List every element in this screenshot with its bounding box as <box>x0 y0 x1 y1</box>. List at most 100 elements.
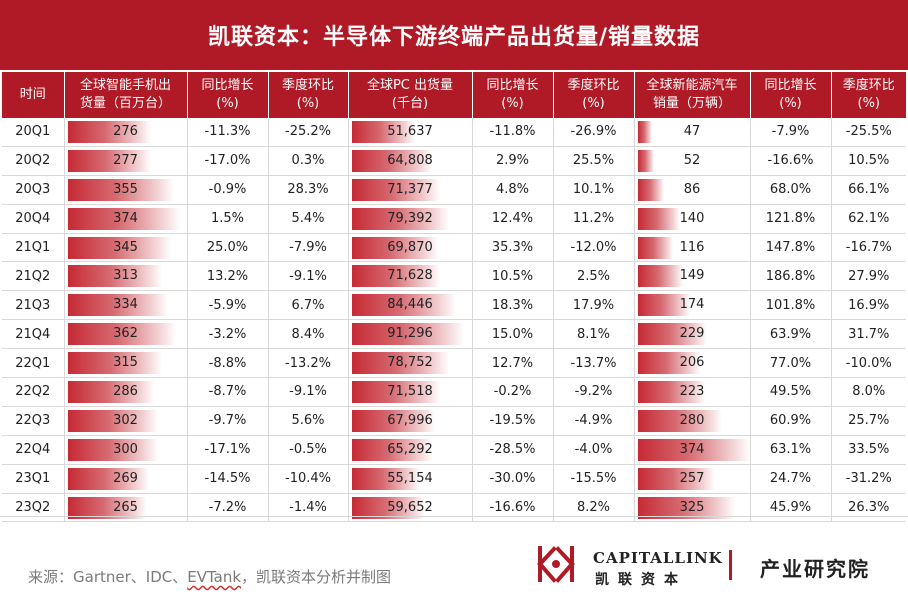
pc-bar-track: 51,637 <box>351 120 469 143</box>
ev-cell: 280 <box>634 406 751 436</box>
pc-cell: 65,292 <box>348 435 473 465</box>
column-header-line: (%) <box>216 96 239 111</box>
pc-bar <box>351 149 432 172</box>
source-suffix: ，凯联资本分析并制图 <box>241 568 392 586</box>
column-header-5: 同比增长 (%) <box>472 72 554 118</box>
ev-cell: 229 <box>634 319 751 350</box>
smartphone-bar-track: 276 <box>67 120 184 143</box>
ev-bar-track: 325 <box>637 496 747 519</box>
ev-bar <box>637 265 683 288</box>
ev-value-label: 116 <box>679 239 705 255</box>
ev_qoq-cell: 62.1% <box>831 204 906 234</box>
smartphone-bar <box>67 236 171 259</box>
ev_yoy-cell: 77.0% <box>750 348 832 379</box>
table-row: 21Q2 313 13.2% -9.1% 71,628 10.5% 2.5% 149 186.8… <box>2 261 906 292</box>
column-header-line: 时间 <box>19 87 46 102</box>
ev-bar <box>637 352 700 375</box>
data-table: 时间 全球智能手机出 货量（百万台） 同比增长 (%) 季度环比 (%) 全球PC 出货量 (千… <box>2 72 906 523</box>
smartphone_qoq-cell: 5.4% <box>268 204 349 234</box>
pc_qoq-cell: 17.9% <box>553 290 635 321</box>
column-header-1: 全球智能手机出 货量（百万台） <box>64 72 188 118</box>
pc-bar <box>351 178 440 201</box>
ev-cell: 86 <box>634 175 751 205</box>
column-header-3: 季度环比 (%) <box>268 72 349 118</box>
table-row: 22Q4 300 -17.1% -0.5% 65,292 -28.5% -4.0% 374 63… <box>2 435 906 465</box>
pc-cell: 64,808 <box>348 146 473 176</box>
column-header-line: 全球新能源汽车 <box>646 78 738 93</box>
period-cell: 20Q4 <box>2 204 65 234</box>
ev-bar <box>637 149 654 172</box>
pc-bar-track: 55,154 <box>351 467 469 490</box>
pc_yoy-cell: -28.5% <box>472 435 554 465</box>
pc_yoy-cell: 10.5% <box>472 261 554 292</box>
smartphone-bar-track: 374 <box>67 207 184 230</box>
ev-value-label: 174 <box>679 297 705 313</box>
ev_qoq-cell: 66.1% <box>831 175 906 205</box>
smartphone_yoy-cell: -3.2% <box>187 319 269 350</box>
pc-value-label: 65,292 <box>387 441 433 457</box>
pc-cell: 59,652 <box>348 493 473 523</box>
ev-bar-track: 47 <box>637 120 747 143</box>
smartphone-bar-track: 313 <box>67 265 184 288</box>
ev-cell: 140 <box>634 204 751 234</box>
smartphone-cell: 345 <box>64 233 188 263</box>
column-header-line: (%) <box>857 96 881 111</box>
table-row: 22Q2 286 -8.7% -9.1% 71,518 -0.2% -9.2% 223 49.5… <box>2 377 906 407</box>
ev-bar <box>637 178 664 201</box>
smartphone-value-label: 277 <box>113 152 138 168</box>
smartphone-value-label: 334 <box>113 297 138 313</box>
pc-value-label: 78,752 <box>387 355 433 371</box>
pc-bar-track: 71,518 <box>351 380 469 403</box>
smartphone_yoy-cell: -0.9% <box>187 175 269 205</box>
ev-bar <box>637 380 705 403</box>
ev-value-label: 223 <box>679 383 705 399</box>
smartphone-bar-track: 362 <box>67 323 184 346</box>
ev_qoq-cell: 31.7% <box>831 319 906 350</box>
ev-bar-track: 149 <box>637 265 747 288</box>
ev_yoy-cell: 186.8% <box>750 261 832 292</box>
ev_yoy-cell: 147.8% <box>750 233 832 263</box>
smartphone-cell: 362 <box>64 319 188 350</box>
ev_qoq-cell: 10.5% <box>831 146 906 176</box>
ev-bar <box>637 236 673 259</box>
pc-bar <box>351 496 425 519</box>
ev-cell: 206 <box>634 348 751 379</box>
smartphone_yoy-cell: 25.0% <box>187 233 269 263</box>
column-header-line: 季度环比 <box>281 78 334 93</box>
smartphone-bar <box>67 149 151 172</box>
table-header-row: 时间 全球智能手机出 货量（百万台） 同比增长 (%) 季度环比 (%) 全球PC 出货量 (千… <box>2 72 906 118</box>
ev-value-label: 52 <box>683 152 701 168</box>
pc-value-label: 71,628 <box>387 268 433 284</box>
pc_qoq-cell: -15.5% <box>553 464 635 494</box>
smartphone-bar <box>67 294 168 317</box>
ev-cell: 374 <box>634 435 751 465</box>
smartphone_qoq-cell: -7.9% <box>268 233 349 263</box>
smartphone-bar-track: 300 <box>67 438 184 461</box>
pc-bar-track: 64,808 <box>351 149 469 172</box>
smartphone-cell: 315 <box>64 348 188 379</box>
ev-bar-track: 86 <box>637 178 747 201</box>
ev-bar <box>637 467 715 490</box>
smartphone-bar <box>67 409 158 432</box>
table-row: 21Q3 334 -5.9% 6.7% 84,446 18.3% 17.9% 174 101.8… <box>2 290 906 321</box>
smartphone-bar <box>67 120 151 143</box>
pc_yoy-cell: 35.3% <box>472 233 554 263</box>
column-header-9: 季度环比 (%) <box>831 72 906 118</box>
pc-bar-track: 65,292 <box>351 438 469 461</box>
footer-divider <box>0 516 908 517</box>
pc-bar-track: 59,652 <box>351 496 469 519</box>
table-row: 21Q4 362 -3.2% 8.4% 91,296 15.0% 8.1% 229 63.9% 3… <box>2 319 906 350</box>
ev-bar <box>637 120 652 143</box>
pc-bar <box>351 380 440 403</box>
smartphone_yoy-cell: -8.8% <box>187 348 269 379</box>
brand-separator <box>729 550 732 580</box>
table-row: 20Q3 355 -0.9% 28.3% 71,377 4.8% 10.1% 86 68.0% 6… <box>2 175 906 205</box>
ev-bar <box>637 438 750 461</box>
smartphone_qoq-cell: 8.4% <box>268 319 349 350</box>
ev-value-label: 325 <box>679 499 705 515</box>
column-header-line: 季度环比 <box>567 78 620 93</box>
smartphone-cell: 300 <box>64 435 188 465</box>
ev-bar-track: 174 <box>637 294 747 317</box>
smartphone-value-label: 315 <box>113 355 138 371</box>
smartphone-bar <box>67 438 158 461</box>
